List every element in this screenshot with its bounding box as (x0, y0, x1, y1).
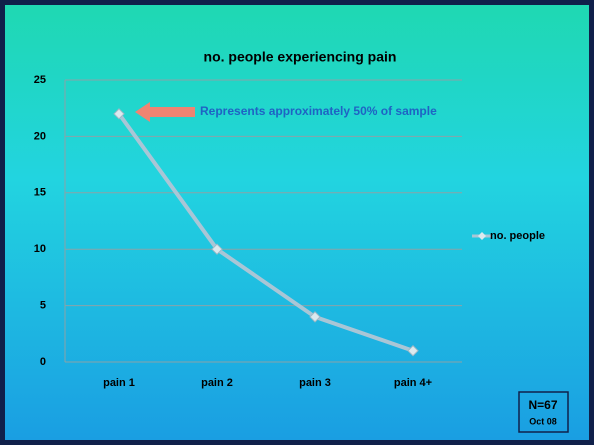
data-point (309, 311, 321, 323)
note-box (518, 391, 569, 433)
y-tick-label: 25 (34, 74, 46, 86)
y-tick-label: 10 (34, 243, 46, 255)
x-tick-label: pain 2 (201, 377, 233, 389)
data-line (117, 112, 414, 353)
data-point (407, 345, 419, 357)
plot: 0 5 10 15 20 25 pain 1 pain 2 pain 3 pain 4+ no. p… (34, 74, 545, 389)
x-tick-label: pain 1 (103, 377, 135, 389)
legend-label: no. people (490, 230, 545, 242)
chart-title: no. people experiencing pain (204, 49, 397, 65)
annotation: Represents approximately 50% of sample (200, 104, 437, 118)
y-tick-label: 15 (34, 187, 46, 199)
data-point (113, 108, 125, 120)
annotation-arrow (135, 102, 195, 122)
x-tick-label: pain 3 (299, 377, 331, 389)
slide-background (5, 5, 589, 440)
x-tick-label: pain 4+ (394, 377, 432, 389)
y-tick-label: 20 (34, 130, 46, 142)
legend-marker (478, 232, 486, 240)
y-tick-label: 5 (40, 300, 46, 312)
data-point (211, 243, 223, 255)
note-date: Oct 08 (529, 416, 557, 426)
note-n: N=67 (528, 398, 557, 412)
y-tick-label: 0 (40, 356, 46, 368)
